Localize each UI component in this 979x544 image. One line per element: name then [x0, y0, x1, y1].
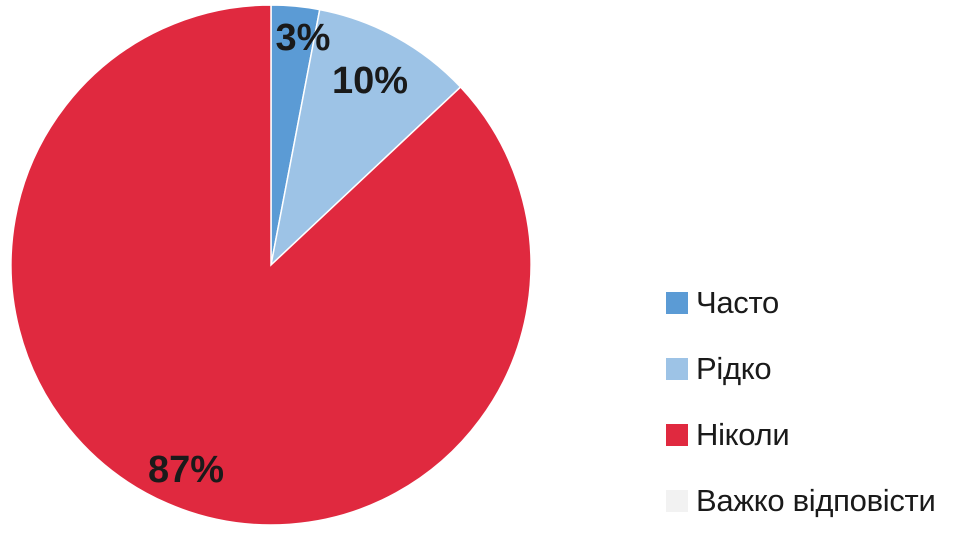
legend-item-1: Рідко [666, 346, 979, 391]
data-label-1: 10% [332, 60, 408, 102]
data-label-0: 3% [276, 17, 331, 59]
legend-swatch [666, 489, 688, 512]
legend-label: Рідко [696, 350, 772, 386]
pie-slices [10, 4, 532, 525]
legend-swatch [666, 291, 688, 314]
pie-chart: 3% 10% 87% Часто Рідко Ніколи Важко відповіст… [10, 4, 936, 525]
legend-label: Часто [696, 284, 779, 320]
legend-label: Ніколи [696, 416, 790, 452]
legend-swatch [666, 357, 688, 380]
pie-slice-2 [10, 4, 532, 525]
data-label-2: 87% [148, 449, 224, 491]
pie-slice-1 [269, 8, 462, 268]
legend-item-0: Часто [666, 280, 979, 325]
legend-swatch [666, 423, 688, 446]
chart-legend: Часто Рідко Ніколи Важко відповісти [666, 280, 979, 544]
pie-data-labels: 3%10% 87% [148, 17, 408, 491]
legend-label: Важко відповісти [696, 482, 936, 518]
legend-item-3: Важко відповісти [666, 478, 979, 523]
pie-plot-area: 3%10% 87% [10, 4, 532, 525]
legend-item-2: Ніколи [666, 412, 979, 457]
